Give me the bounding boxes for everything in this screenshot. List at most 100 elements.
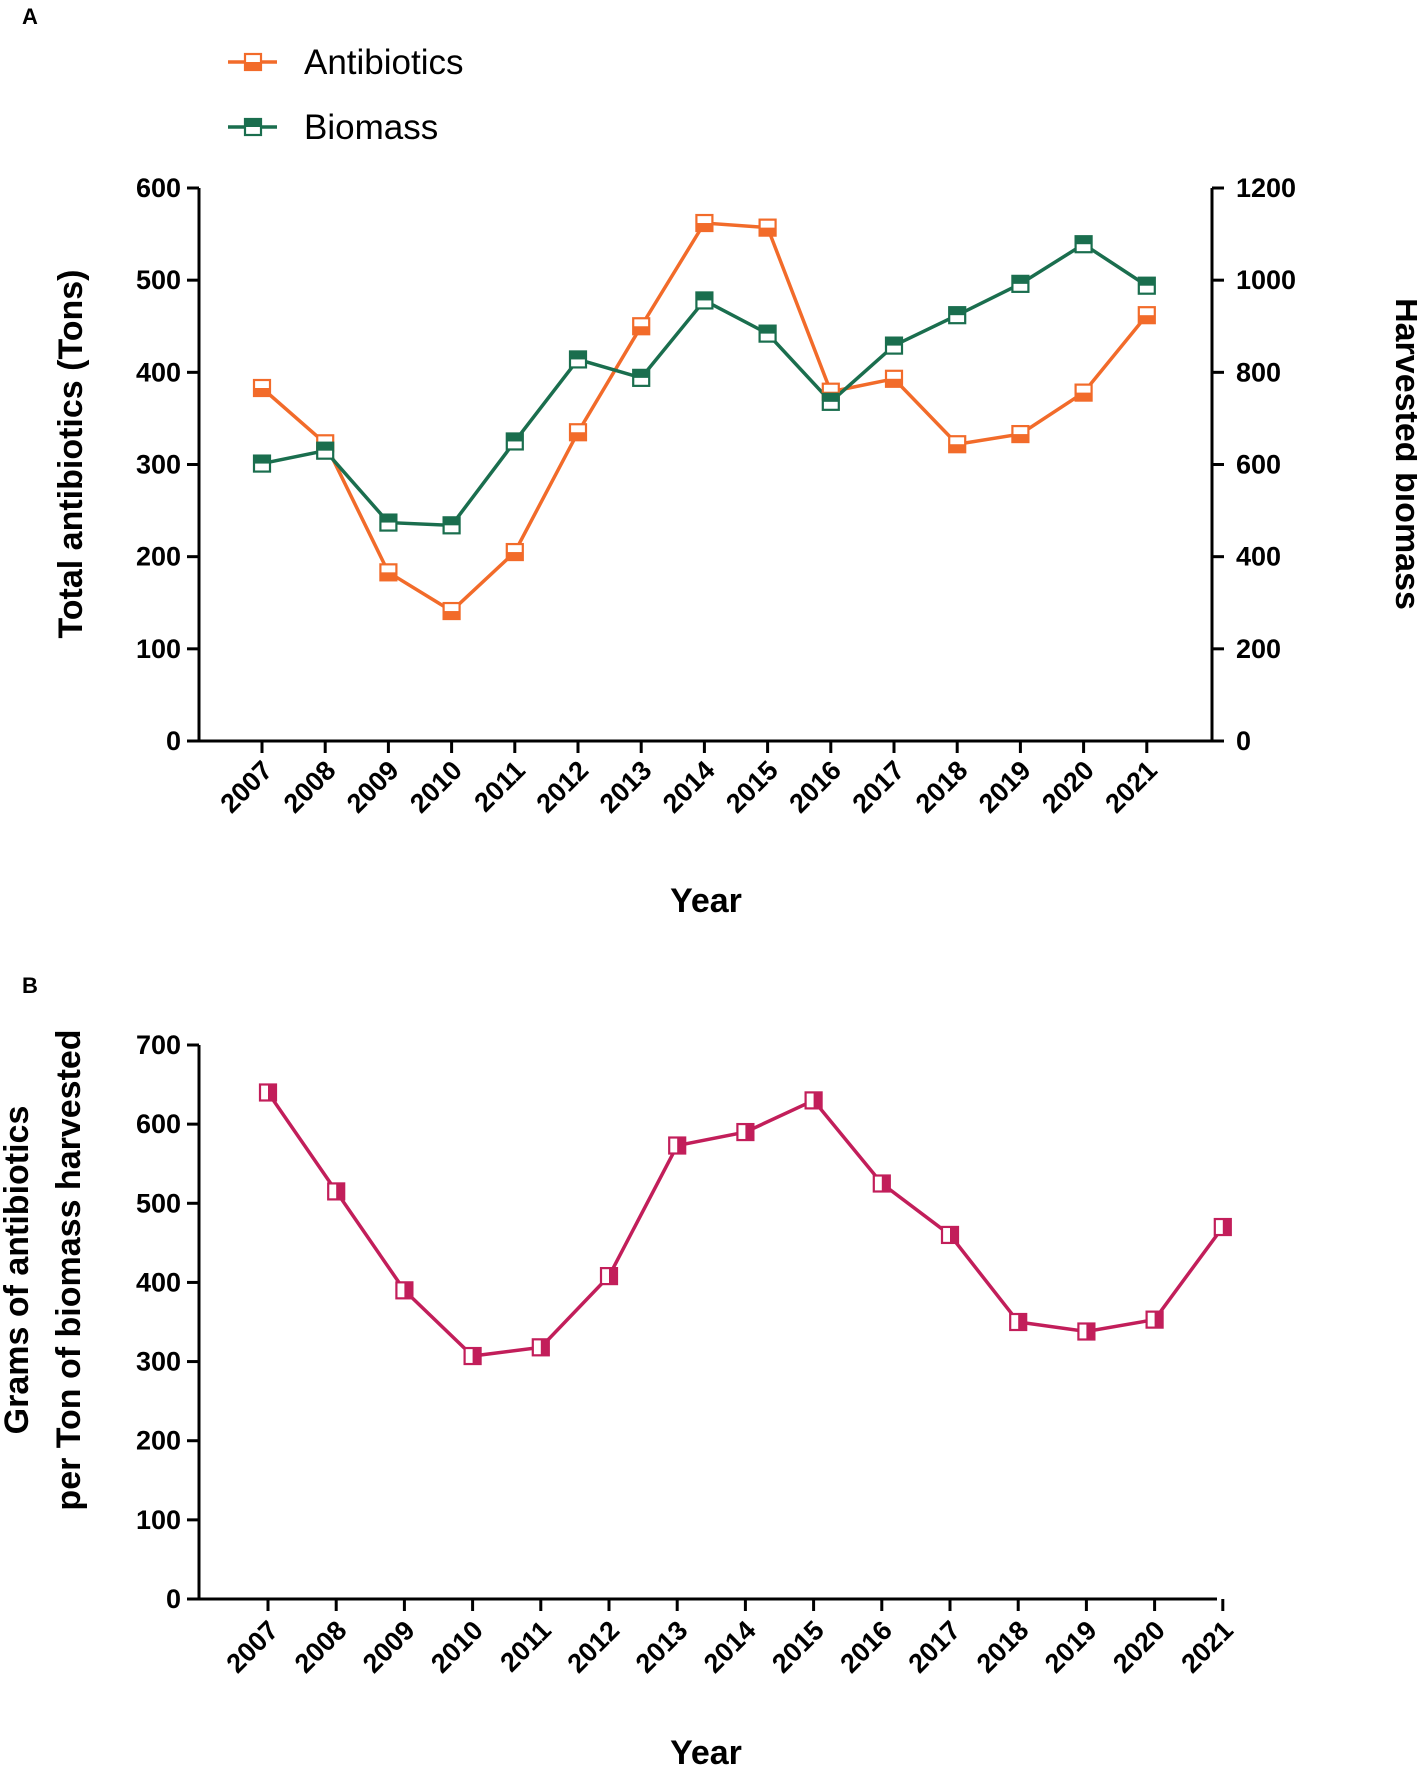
panel-b-y-tick-label: 400 [136,1267,181,1297]
panel-b-y-tick-label: 300 [136,1347,181,1377]
panel-a-antibiotics-point [884,369,904,388]
panel-a-antibiotics-point [1137,306,1156,325]
panel-b-y-tick-label: 700 [136,1030,181,1060]
panel-b-ratio-point [872,1174,891,1193]
panel-a-x-tick-label: 2020 [1036,755,1100,819]
panel-a-y-tick-label: 500 [136,265,181,295]
panel-b-x-tick-label: 2012 [562,1615,626,1679]
panel-a-x-tick-label: 2016 [783,755,847,819]
panel-a-biomass-point [379,513,398,532]
panel-a-y-tick-label: 600 [136,173,181,203]
panel-a-biomass-point [442,516,461,535]
legend-antibiotics-marker [243,52,263,72]
panel-b-y-axis-title-line-1: Grams of antibiotics [0,1106,36,1435]
panel-a-biomass-point [1074,235,1093,254]
panel-b-x-tick-label: 2020 [1107,1615,1171,1679]
panel-a-antibiotics-point [948,435,967,454]
panel-b-x-tick-label: 2018 [971,1615,1035,1679]
panel-a-y-tick-label: 0 [166,726,181,756]
panel-a-series [252,213,1156,621]
panel-a-axes: 0 100 200 300 400 500 600 0 200 400 600 800 1000 1200… [136,173,1417,819]
panel-a-y-tick-label: 400 [136,357,181,387]
legend-biomass-marker [243,117,263,137]
panel-a-x-tick-label: 2014 [657,755,721,819]
panel-a-y2-tick-label: 600 [1236,450,1281,480]
panel-a-y2-tick-label: 200 [1236,634,1281,664]
panel-a-biomass-point [758,324,777,343]
panel-a-antibiotics-point [442,601,461,621]
legend-biomass-label: Biomass [304,108,438,147]
panel-b-ratio-point [1213,1217,1232,1237]
panel-a-x-axis-title: Year [670,882,742,920]
panel-a-biomass-point [821,392,840,411]
panel-b-ratio-point [1145,1310,1164,1329]
panel-a-antibiotics-point [632,317,651,336]
panel-a-biomass-point [316,441,335,460]
panel-a-biomass-point [1137,276,1156,295]
panel-b-x-tick-label: 2019 [1039,1615,1103,1679]
panel-a-y2-tick-label: 1000 [1236,265,1296,295]
panel-a-y-tick-label: 300 [136,450,181,480]
panel-b-ratio-point [804,1091,823,1110]
panel-a-biomass-point [568,350,588,369]
panel-b-y-tick-label: 500 [136,1188,181,1218]
panel-b-ratio-point [599,1266,619,1286]
panel-b-ratio-point [327,1182,346,1201]
panel-b-ratio-point [940,1225,960,1245]
panel-a-x-tick-label: 2019 [973,755,1037,819]
panel-b-y-tick-label: 600 [136,1109,181,1139]
panel-b-y-tick-label: 0 [166,1584,181,1614]
panel-a-biomass-point [695,291,714,310]
panel-b-ratio-point [736,1122,755,1142]
panel-a-y2-tick-label: 400 [1236,542,1281,572]
panel-b-ratio-point [1077,1322,1096,1341]
panel-a-y2-tick-label: 800 [1236,357,1281,387]
panel-a-x-tick-label: 2011 [468,755,531,818]
panel-a-y2-tick-label: 0 [1236,726,1251,756]
panel-a-x-tick-label: 2009 [341,755,405,819]
panel-a-x-tick-label: 2008 [278,755,342,819]
panel-a-antibiotics-point [505,542,524,562]
panel-a-biomass-point [948,306,967,325]
panel-b-y-axis-title-line-2: per Ton of biomass harvested [50,1029,88,1510]
panel-b-x-tick-label: 2010 [425,1615,489,1679]
panel-b-y-tick-label: 100 [136,1505,181,1535]
panel-a-x-tick-label: 2018 [910,755,974,819]
panel-a-antibiotics-point [1011,424,1030,444]
panel-b-x-tick-label: 2009 [357,1615,421,1679]
panel-a-y-axis-title: Total antibiotics (Tons) [52,270,90,639]
panel-b-ratio-point [1009,1312,1028,1332]
panel-a-x-tick-label: 2013 [594,755,658,819]
panel-a-x-tick-label: 2010 [404,755,468,819]
panel-b-x-tick-label: 2013 [630,1615,694,1679]
panel-a-biomass-point [1011,274,1030,293]
panel-b-x-tick-label: 2017 [903,1615,967,1679]
panel-b-x-tick-label: 2021 [1175,1615,1239,1679]
panel-a-antibiotics-point [1074,383,1093,402]
panel-b-x-tick-label: 2016 [834,1615,898,1679]
panel-b-ratio-point [395,1281,414,1300]
panel-b-series [258,1083,1232,1366]
panel-a-x-tick-label: 2007 [215,755,279,819]
panel-a-antibiotics-point [252,378,272,398]
panel-b-x-tick-label: 2014 [698,1615,762,1679]
panel-b-y-tick-label: 200 [136,1426,181,1456]
panel-b-label: B [22,973,38,998]
panel-a-y-tick-label: 100 [136,634,181,664]
panel-a-biomass-point [252,454,272,473]
legend-antibiotics-label: Antibiotics [304,43,464,82]
panel-a-biomass-point [884,336,904,355]
panel-a-y2-axis-title: Harvested biomass(thousands) [1388,298,1417,610]
panel-a-y-tick-label: 200 [136,542,181,572]
panel-b-x-axis-title: Year [670,1734,742,1768]
panel-b-x-tick-label: 2007 [221,1615,285,1679]
panel-b-x-tick-label: 2015 [766,1615,830,1679]
panel-a-biomass-point [505,432,524,451]
panel-a-x-tick-label: 2021 [1099,755,1163,819]
panel-a-legend: Antibiotics Biomass [228,43,464,147]
panel-b-ratio-point [668,1136,687,1155]
panel-b-ratio-point [531,1338,550,1357]
